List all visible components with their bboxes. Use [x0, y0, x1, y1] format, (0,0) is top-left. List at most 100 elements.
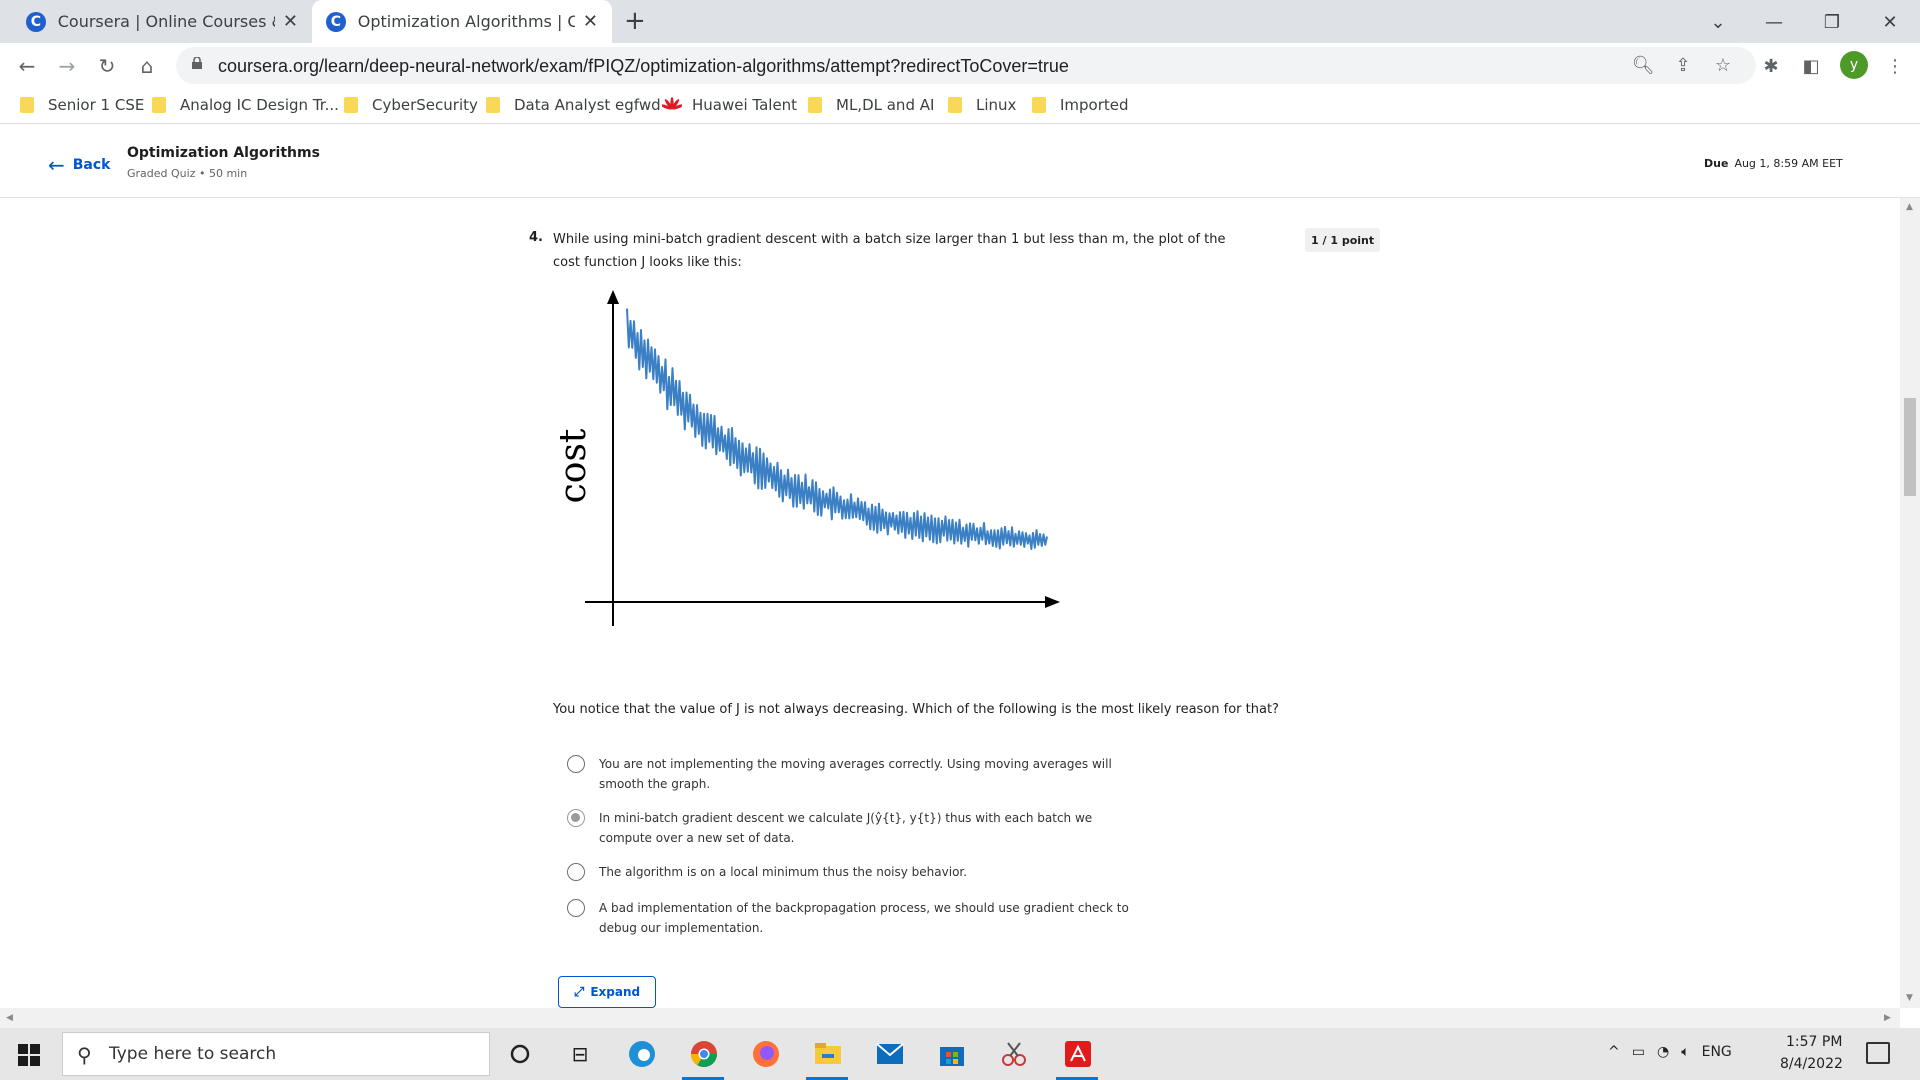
side-panel-icon[interactable]: ◧: [1802, 55, 1820, 77]
due-date: Due Aug 1, 8:59 AM EET: [1704, 157, 1843, 170]
folder-icon: [808, 97, 822, 113]
expand-icon: ⤢: [573, 984, 585, 1000]
scroll-up-icon[interactable]: ▲: [1906, 202, 1913, 212]
new-tab-button[interactable]: +: [624, 6, 646, 36]
close-icon[interactable]: ✕: [582, 11, 598, 32]
file-explorer-icon[interactable]: [812, 1038, 844, 1070]
battery-icon[interactable]: ▭: [1631, 1044, 1645, 1060]
quiz-content: 4. While using mini-batch gradient desce…: [0, 198, 1900, 1008]
notifications-icon[interactable]: [1866, 1042, 1890, 1064]
browser-tab-strip: C Coursera | Online Courses & Credential…: [0, 0, 1920, 43]
bookmark-analog-ic[interactable]: Analog IC Design Tr...: [152, 96, 339, 114]
coursera-favicon-icon: C: [26, 11, 46, 32]
cost-plot-image: cost: [555, 290, 1060, 626]
expand-button[interactable]: ⤢ Expand: [558, 976, 656, 1008]
bookmark-senior-1-cse[interactable]: Senior 1 CSE: [20, 96, 144, 114]
active-app-indicator: [682, 1077, 724, 1080]
cortana-icon[interactable]: [504, 1038, 536, 1070]
volume-icon[interactable]: 🔈︎: [1681, 1044, 1690, 1060]
menu-kebab-icon[interactable]: ⋮: [1886, 55, 1904, 77]
back-arrow-icon[interactable]: ←: [18, 54, 36, 78]
answer-option-3[interactable]: The algorithm is on a local minimum thus…: [567, 862, 1129, 882]
bookmark-label: Huawei Talent: [692, 96, 798, 114]
due-value: Aug 1, 8:59 AM EET: [1734, 157, 1843, 170]
tab-search-chevron-icon[interactable]: ⌄: [1710, 11, 1726, 33]
language-indicator[interactable]: ENG: [1701, 1044, 1732, 1060]
scroll-down-icon[interactable]: ▼: [1906, 993, 1913, 1003]
question-text: While using mini-batch gradient descent …: [553, 232, 1226, 270]
huawei-icon: [662, 97, 682, 110]
taskbar-search-box[interactable]: ⚲ Type here to search: [62, 1032, 490, 1076]
vertical-scrollbar[interactable]: ▲ ▼: [1900, 198, 1920, 1008]
bookmark-ml-dl-ai[interactable]: ML,DL and AI: [808, 96, 934, 114]
scrollbar-thumb[interactable]: [1904, 398, 1916, 496]
radio-button[interactable]: [567, 899, 585, 917]
radio-button[interactable]: [567, 863, 585, 881]
restore-button[interactable]: ❐: [1823, 11, 1841, 33]
answer-option-4[interactable]: A bad implementation of the backpropagat…: [567, 898, 1129, 938]
reload-icon[interactable]: ↻: [98, 54, 116, 78]
bookmark-label: Analog IC Design Tr...: [180, 96, 339, 114]
forward-arrow-icon[interactable]: →: [58, 54, 76, 78]
folder-icon: [1032, 97, 1046, 113]
back-button[interactable]: ← Back: [48, 153, 111, 177]
points-badge: 1 / 1 point: [1305, 228, 1381, 252]
answer-option-2[interactable]: In mini-batch gradient descent we calcul…: [567, 808, 1129, 848]
address-bar[interactable]: coursera.org/learn/deep-neural-network/e…: [176, 47, 1756, 84]
clock-time[interactable]: 1:57 PM: [1786, 1034, 1843, 1050]
share-icon[interactable]: ⇪: [1675, 54, 1691, 76]
bookmark-linux[interactable]: Linux: [948, 96, 1016, 114]
zoom-icon[interactable]: 🔍︎: [1631, 54, 1655, 76]
option-label: In mini-batch gradient descent we calcul…: [599, 811, 1093, 845]
radio-button[interactable]: [567, 755, 585, 773]
firefox-icon[interactable]: [750, 1038, 782, 1070]
extensions-icon[interactable]: ✱: [1763, 55, 1779, 77]
mail-icon[interactable]: [874, 1038, 906, 1070]
tab-optimization-algorithms[interactable]: C Optimization Algorithms | Coursera ✕: [312, 0, 612, 43]
folder-icon: [948, 97, 962, 113]
url-text[interactable]: coursera.org/learn/deep-neural-network/e…: [218, 56, 1069, 76]
back-label: Back: [72, 157, 111, 173]
task-view-icon[interactable]: ⊟: [571, 1042, 589, 1066]
expand-label: Expand: [590, 985, 641, 999]
close-window-button[interactable]: ✕: [1882, 11, 1898, 33]
bookmark-data-analyst[interactable]: Data Analyst egfwd: [486, 96, 661, 114]
bookmark-huawei-talent[interactable]: Huawei Talent: [662, 96, 797, 114]
bookmark-label: Senior 1 CSE: [48, 96, 145, 114]
close-icon[interactable]: ✕: [282, 11, 298, 32]
minimize-button[interactable]: —: [1765, 11, 1783, 33]
back-arrow-icon: ←: [48, 153, 65, 177]
system-tray: ^ ▭ ◔ 🔈︎ ENG: [1608, 1044, 1732, 1060]
x-axis-arrow-icon: [1045, 596, 1060, 608]
cost-curve: [626, 308, 1048, 550]
scroll-left-icon[interactable]: ◀: [6, 1013, 13, 1023]
course-header: ← Back Optimization Algorithms Graded Qu…: [0, 125, 1920, 198]
bookmark-cybersecurity[interactable]: CyberSecurity: [344, 96, 478, 114]
folder-icon: [152, 97, 166, 113]
horizontal-scrollbar[interactable]: ◀ ▶: [0, 1008, 1900, 1028]
bookmark-star-icon[interactable]: ☆: [1714, 54, 1732, 76]
snipping-tool-icon[interactable]: [998, 1038, 1030, 1070]
wifi-icon[interactable]: ◔: [1656, 1044, 1670, 1060]
tab-title: Coursera | Online Courses & Credentials: [57, 12, 275, 31]
bookmark-imported[interactable]: Imported: [1032, 96, 1129, 114]
tab-coursera-home[interactable]: C Coursera | Online Courses & Credential…: [12, 0, 312, 43]
profile-avatar[interactable]: y: [1840, 51, 1868, 79]
windows-start-icon[interactable]: [18, 1044, 40, 1066]
windows-taskbar: ⚲ Type here to search ⊟ ^ ▭ ◔ 🔈︎ ENG 1:5…: [0, 1028, 1920, 1080]
page-title: Optimization Algorithms: [127, 145, 320, 161]
search-icon: ⚲: [77, 1043, 92, 1067]
chrome-icon[interactable]: [688, 1038, 720, 1070]
question-number: 4.: [529, 230, 543, 245]
show-hidden-icons-chevron-icon[interactable]: ^: [1608, 1044, 1620, 1060]
answer-option-1[interactable]: You are not implementing the moving aver…: [567, 754, 1129, 794]
option-label: The algorithm is on a local minimum thus…: [599, 865, 968, 879]
home-icon[interactable]: ⌂: [140, 54, 154, 78]
radio-button-selected[interactable]: [567, 809, 585, 827]
folder-icon: [20, 97, 34, 113]
edge-icon[interactable]: [626, 1038, 658, 1070]
acrobat-icon[interactable]: [1062, 1038, 1094, 1070]
store-icon[interactable]: [936, 1038, 968, 1070]
scroll-right-icon[interactable]: ▶: [1884, 1013, 1891, 1023]
clock-date[interactable]: 8/4/2022: [1780, 1056, 1843, 1072]
